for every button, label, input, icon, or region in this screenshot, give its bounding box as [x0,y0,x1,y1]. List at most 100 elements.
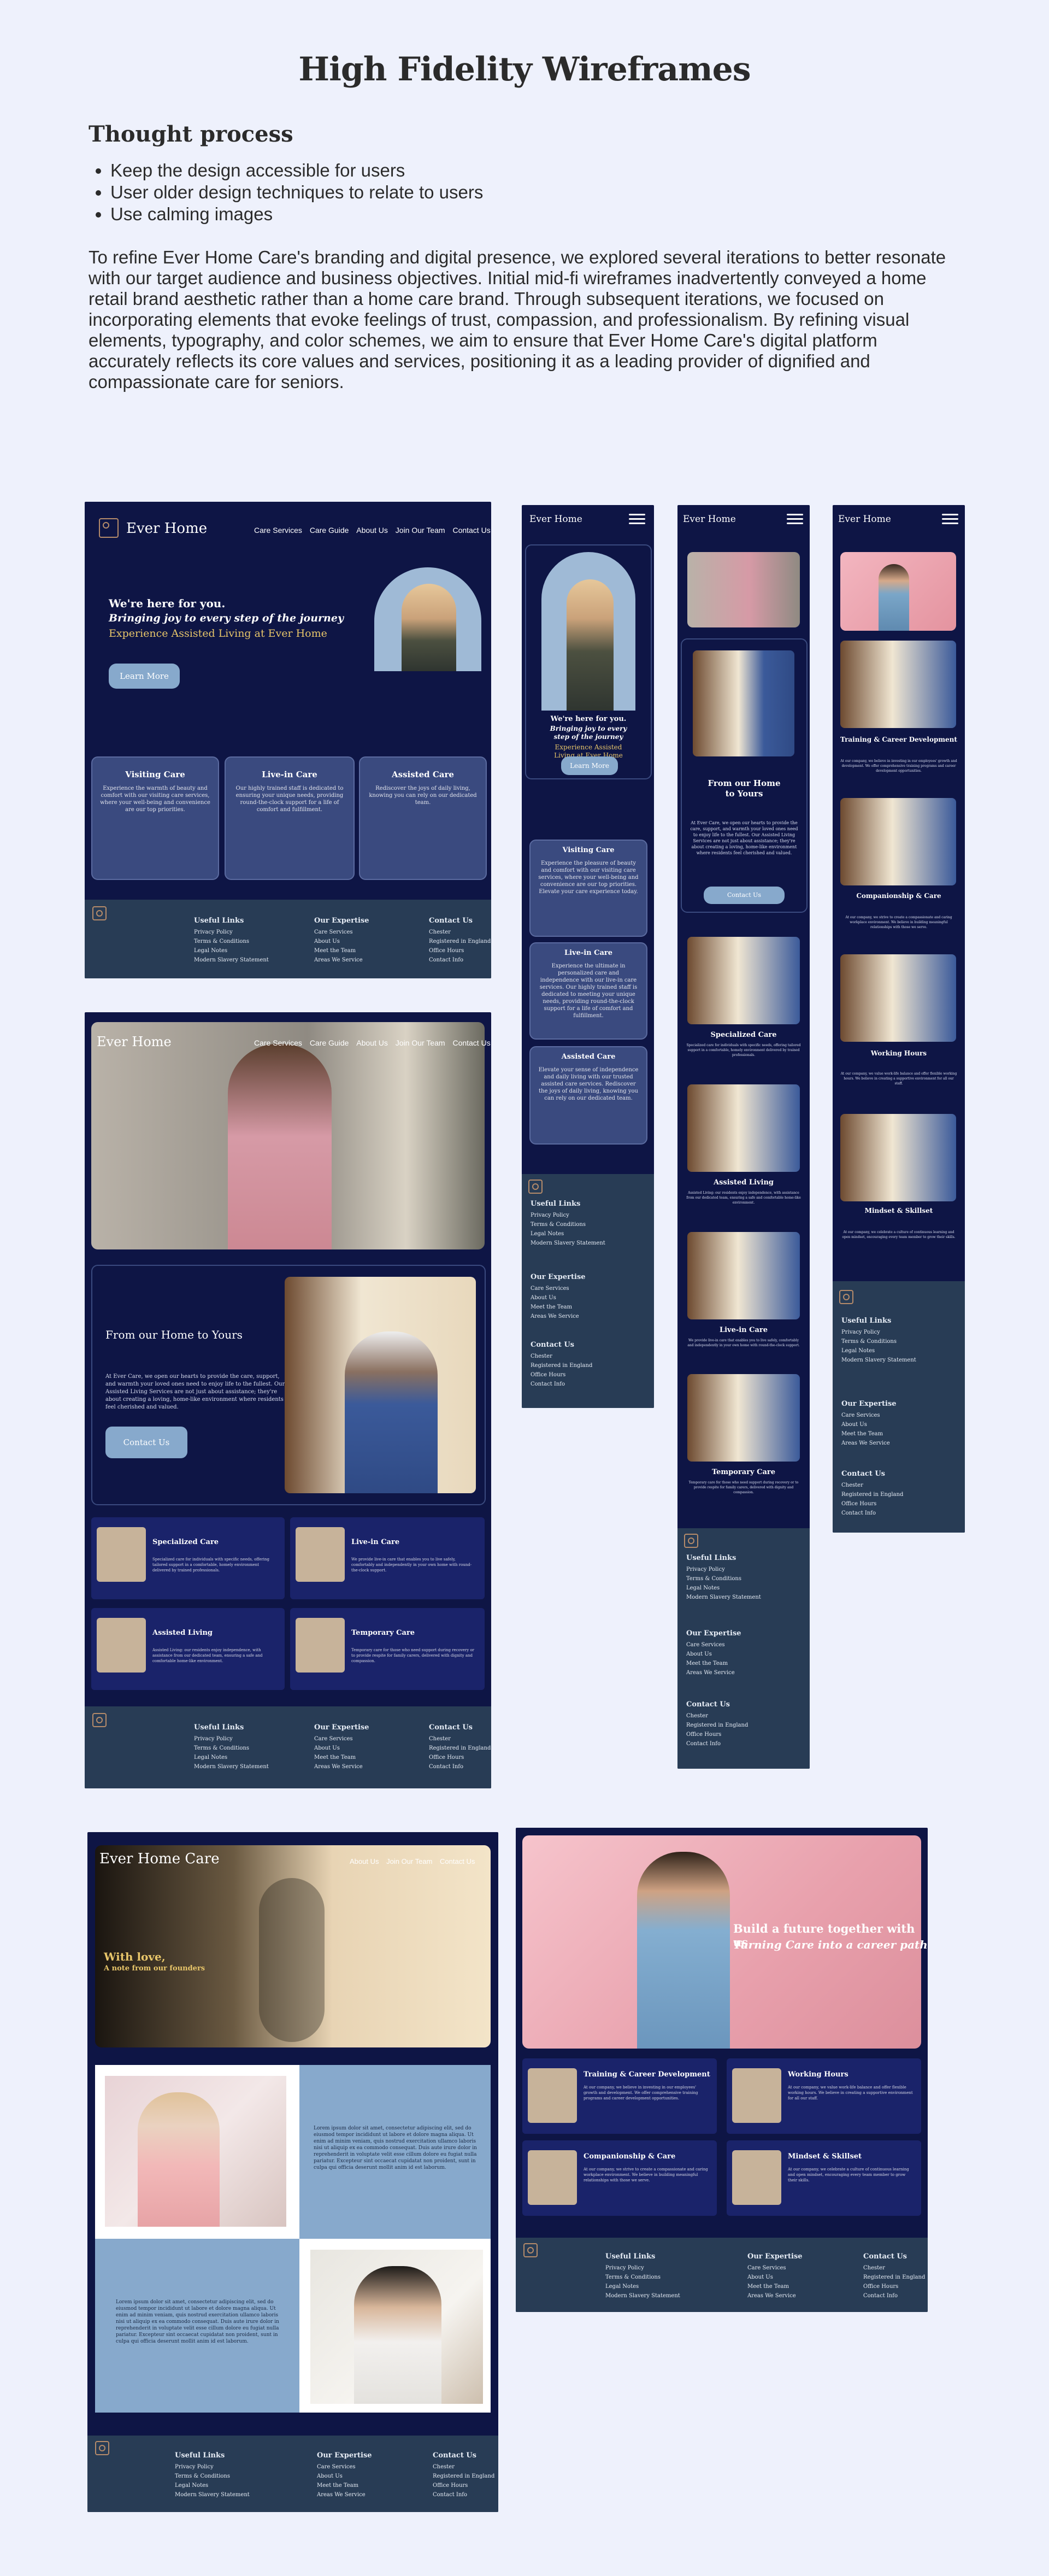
learn-more-button[interactable]: Learn More [109,664,180,689]
footer-link[interactable]: Legal Notes [194,1755,228,1761]
service-assisted-living[interactable]: Assisted Living Assisted Living: our res… [91,1608,285,1690]
footer-link[interactable]: Meet the Team [317,2483,359,2489]
footer-link[interactable]: Office Hours [531,1372,566,1378]
career-training[interactable]: Training & Career Development At our com… [522,2058,717,2134]
footer-link[interactable]: About Us [314,1745,340,1751]
footer-link[interactable]: Meet the Team [531,1304,573,1310]
footer-link[interactable]: Office Hours [841,1501,877,1507]
brand-name[interactable]: Ever Home [97,1034,172,1049]
footer-link[interactable]: Contact Info [841,1510,876,1516]
footer-link[interactable]: Chester [686,1713,708,1719]
contact-us-button[interactable]: Contact Us [105,1427,187,1458]
footer-link[interactable]: Registered in England [841,1492,904,1498]
footer-link[interactable]: Legal Notes [605,2284,639,2290]
footer-link[interactable]: Chester [433,2464,455,2470]
footer-link[interactable]: Care Services [531,1286,569,1292]
footer-link[interactable]: Privacy Policy [194,929,233,935]
footer-link[interactable]: Privacy Policy [194,1736,233,1742]
card-live-in-care[interactable]: Live-in Care Experience the ultimate in … [529,942,647,1040]
brand-name[interactable]: Ever Home [838,514,891,525]
footer-link[interactable]: Contact Info [863,2293,898,2299]
footer-link[interactable]: Terms & Conditions [605,2274,661,2280]
nav-care-services[interactable]: Care Services [254,1038,302,1047]
footer-link[interactable]: Legal Notes [175,2483,209,2489]
footer-link[interactable]: Contact Info [429,957,464,963]
nav-about-us[interactable]: About Us [356,526,388,535]
logo-icon[interactable] [99,518,119,538]
footer-link[interactable]: Contact Info [433,2492,468,2498]
footer-link[interactable]: Terms & Conditions [841,1339,897,1345]
card-visiting-care[interactable]: Visiting Care Experience the pleasure of… [529,840,647,937]
footer-link[interactable]: Modern Slavery Statement [175,2492,250,2498]
contact-us-button[interactable]: Contact Us [704,887,785,904]
footer-link[interactable]: Privacy Policy [841,1329,880,1335]
nav-about-us[interactable]: About Us [350,1857,379,1865]
nav-contact-us[interactable]: Contact Us [440,1857,475,1865]
footer-link[interactable]: Contact Info [531,1381,565,1387]
footer-link[interactable]: Modern Slavery Statement [194,1764,269,1770]
footer-link[interactable]: Modern Slavery Statement [841,1357,916,1363]
footer-link[interactable]: About Us [747,2274,773,2280]
brand-name[interactable]: Ever Home [126,520,208,537]
footer-link[interactable]: Modern Slavery Statement [686,1594,761,1600]
footer-link[interactable]: Privacy Policy [686,1566,725,1572]
nav-care-guide[interactable]: Care Guide [309,526,349,535]
footer-link[interactable]: Chester [841,1482,863,1488]
service-temporary-care[interactable]: Temporary Care Temporary care for those … [290,1608,485,1690]
footer-link[interactable]: Legal Notes [194,948,228,954]
card-live-in-care[interactable]: Live-in Care Our highly trained staff is… [225,756,355,880]
footer-link[interactable]: Areas We Service [531,1313,579,1319]
footer-link[interactable]: Meet the Team [747,2284,789,2290]
footer-link[interactable]: Registered in England [531,1363,593,1369]
footer-link[interactable]: Areas We Service [686,1670,735,1676]
career-mindset[interactable]: Mindset & Skillset At our company, we ce… [727,2140,921,2216]
career-working-hours[interactable]: Working Hours At our company, we value w… [727,2058,921,2134]
footer-link[interactable]: Terms & Conditions [194,938,249,944]
footer-link[interactable]: Privacy Policy [175,2464,214,2470]
service-specialized-care[interactable]: Specialized Care Specialized care for in… [91,1517,285,1599]
footer-link[interactable]: Registered in England [686,1722,749,1728]
nav-about-us[interactable]: About Us [356,1038,388,1047]
footer-link[interactable]: Office Hours [686,1732,722,1738]
card-visiting-care[interactable]: Visiting Care Experience the warmth of b… [91,756,219,880]
hamburger-icon[interactable] [787,514,803,525]
footer-link[interactable]: About Us [531,1295,556,1301]
brand-name[interactable]: Ever Home [529,514,582,525]
learn-more-button[interactable]: Learn More [561,756,618,775]
footer-link[interactable]: Care Services [841,1412,880,1418]
nav-care-services[interactable]: Care Services [254,526,302,535]
footer-link[interactable]: Registered in England [433,2473,495,2479]
footer-link[interactable]: About Us [314,938,340,944]
footer-link[interactable]: Care Services [314,929,353,935]
footer-link[interactable]: Legal Notes [531,1231,564,1237]
brand-name[interactable]: Ever Home [683,514,736,525]
footer-link[interactable]: Chester [863,2265,885,2271]
footer-link[interactable]: Terms & Conditions [531,1222,586,1228]
footer-link[interactable]: Contact Info [686,1741,721,1747]
footer-link[interactable]: Care Services [747,2265,786,2271]
brand-name[interactable]: Ever Home Care [99,1851,220,1867]
footer-link[interactable]: Registered in England [429,1745,491,1751]
footer-link[interactable]: Care Services [686,1642,725,1648]
footer-link[interactable]: Modern Slavery Statement [194,957,269,963]
footer-link[interactable]: Registered in England [863,2274,926,2280]
service-live-in-care[interactable]: Live-in Care We provide live-in care tha… [290,1517,485,1599]
hamburger-icon[interactable] [942,514,958,525]
card-assisted-care[interactable]: Assisted Care Elevate your sense of inde… [529,1046,647,1145]
footer-link[interactable]: Areas We Service [317,2492,366,2498]
footer-link[interactable]: Care Services [317,2464,356,2470]
nav-contact-us[interactable]: Contact Us [452,1038,491,1047]
footer-link[interactable]: Privacy Policy [531,1212,569,1218]
footer-link[interactable]: Care Services [314,1736,353,1742]
footer-link[interactable]: Terms & Conditions [194,1745,249,1751]
nav-join-team[interactable]: Join Our Team [395,1038,445,1047]
nav-care-guide[interactable]: Care Guide [309,1038,349,1047]
footer-link[interactable]: Meet the Team [314,1755,356,1761]
footer-link[interactable]: Meet the Team [686,1660,728,1667]
footer-link[interactable]: Terms & Conditions [686,1576,741,1582]
footer-link[interactable]: Modern Slavery Statement [605,2293,680,2299]
nav-join-team[interactable]: Join Our Team [386,1857,433,1865]
card-assisted-care[interactable]: Assisted Care Rediscover the joys of dai… [359,756,487,880]
footer-link[interactable]: Chester [429,929,451,935]
footer-link[interactable]: Office Hours [433,2483,468,2489]
